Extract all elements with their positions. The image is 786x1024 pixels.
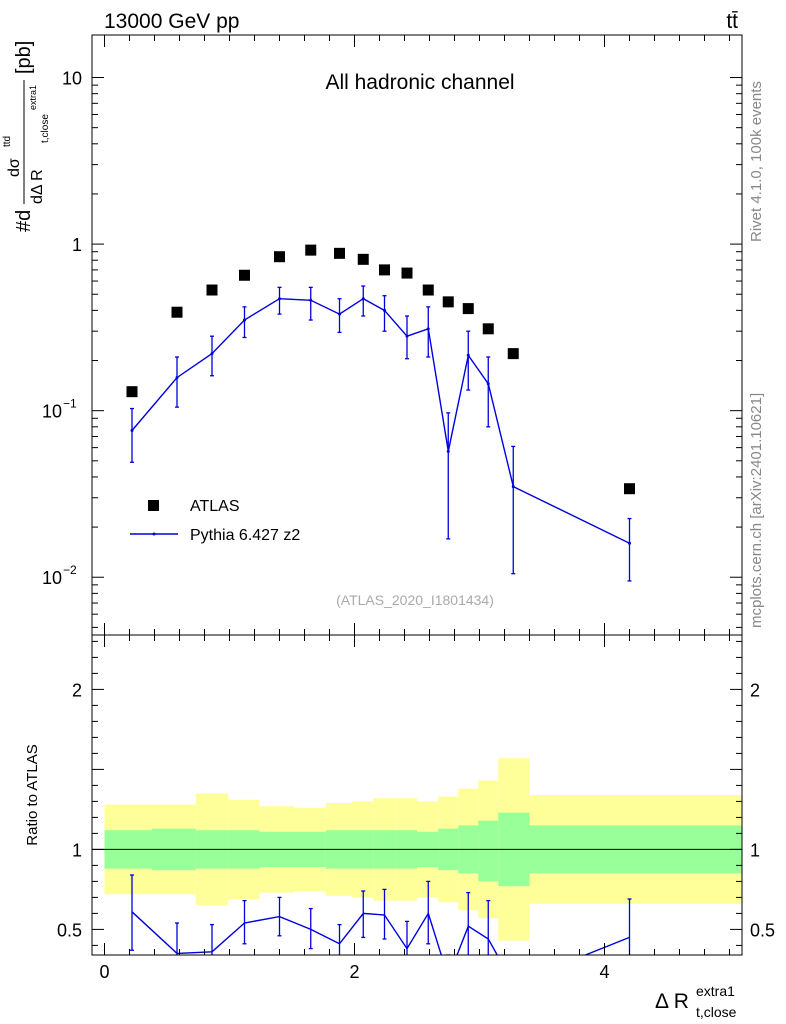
ratio-line — [131, 911, 630, 955]
y-label-unit: [pb] — [13, 41, 35, 74]
x-label-sup: extra1 — [696, 983, 735, 999]
ratio-x-tick-label: 2 — [349, 962, 359, 982]
atlas-point — [422, 284, 434, 296]
legend: ATLAS Pythia 6.427 z2 — [130, 498, 300, 544]
y-label-numerator-sup: ttd — [2, 136, 13, 147]
x-label-sub: t,close — [696, 1004, 737, 1020]
pythia-point — [486, 382, 490, 386]
analysis-id-label: (ATLAS_2020_I1801434) — [336, 592, 494, 608]
pythia-point — [309, 298, 313, 302]
main-y-tick-label-sup: −1 — [63, 397, 77, 411]
atlas-point — [624, 483, 635, 495]
ratio-green-band — [478, 820, 499, 882]
pythia-point — [338, 312, 341, 316]
atlas-point — [126, 386, 138, 398]
pythia-point — [130, 429, 134, 433]
pythia-point — [243, 318, 246, 322]
atlas-point — [462, 303, 474, 315]
atlas-point — [206, 284, 218, 296]
rivet-label: Rivet 4.1.0, 100k events — [748, 81, 765, 242]
pythia-point — [628, 541, 631, 545]
y-label-denominator-sub: t,close — [40, 114, 51, 143]
main-y-tick-label: 1 — [72, 235, 82, 255]
atlas-point — [357, 253, 369, 265]
pythia-point — [278, 297, 281, 301]
atlas-point — [274, 251, 285, 263]
atlas-point — [507, 348, 519, 360]
main-title: All hadronic channel — [325, 71, 514, 94]
pythia-point — [210, 352, 214, 356]
main-y-tick-label: 10 — [42, 402, 62, 422]
main-y-tick-label: 10 — [62, 69, 82, 89]
ratio-panel: 0 2 4 0.5 0.5 1 1 2 2 Ratio to ATLAS Δ R extra1 … — [24, 634, 775, 1020]
ratio-y-axis-label: Ratio to ATLAS — [24, 744, 41, 845]
energy-label: 13000 GeV pp — [104, 10, 239, 33]
ratio-x-tick-label: 4 — [599, 962, 609, 982]
ratio-y-tick-label-right: 1 — [750, 840, 760, 860]
atlas-point — [171, 306, 183, 318]
ratio-y-tick-label-right: 2 — [750, 680, 760, 700]
legend-atlas-label: ATLAS — [190, 498, 240, 515]
legend-pythia-label: Pythia 6.427 z2 — [190, 527, 300, 544]
y-label-numerator: dσ — [6, 158, 23, 177]
atlas-point — [239, 269, 250, 281]
ratio-frame — [91, 634, 743, 956]
atlas-point — [482, 323, 494, 335]
atlas-point — [401, 267, 413, 279]
pythia-point — [446, 449, 450, 453]
x-axis-label: Δ R extra1 t,close — [655, 983, 737, 1020]
x-label-main: Δ R — [655, 990, 689, 1013]
ratio-y-tick-label: 0.5 — [57, 920, 82, 940]
ratio-y-tick-label: 1 — [72, 840, 82, 860]
y-label-denominator-sup: extra1 — [28, 85, 38, 110]
atlas-point — [334, 247, 345, 259]
main-y-axis-label: #d dσ ttd dΔ R t,close extra1 [pb] — [2, 41, 51, 232]
pythia-point — [405, 334, 409, 338]
pythia-point — [466, 353, 470, 357]
pythia-point — [511, 485, 515, 489]
pythia-point — [426, 327, 430, 331]
process-label: tt̄ — [726, 10, 738, 33]
pythia-line — [131, 297, 630, 544]
ratio-y-tick-label-right: 0.5 — [750, 920, 775, 940]
atlas-point — [305, 244, 317, 256]
ratio-x-tick-label: 0 — [99, 962, 109, 982]
legend-pythia-marker — [152, 532, 156, 536]
atlas-point — [442, 296, 454, 308]
main-frame — [91, 34, 743, 636]
atlas-point — [379, 264, 390, 276]
legend-atlas-marker — [148, 500, 159, 511]
pythia-point — [361, 297, 365, 301]
main-y-tick-label: 10 — [42, 568, 62, 588]
y-label-prefix: #d — [13, 210, 35, 232]
mcplots-label: mcplots.cern.ch [arXiv:2401.10621] — [748, 393, 765, 628]
ratio-y-tick-label: 2 — [72, 680, 82, 700]
pythia-point — [383, 308, 386, 312]
main-y-tick-label-sup: −2 — [63, 563, 77, 577]
pythia-point — [175, 376, 179, 380]
y-label-denominator: dΔ R — [29, 169, 46, 204]
